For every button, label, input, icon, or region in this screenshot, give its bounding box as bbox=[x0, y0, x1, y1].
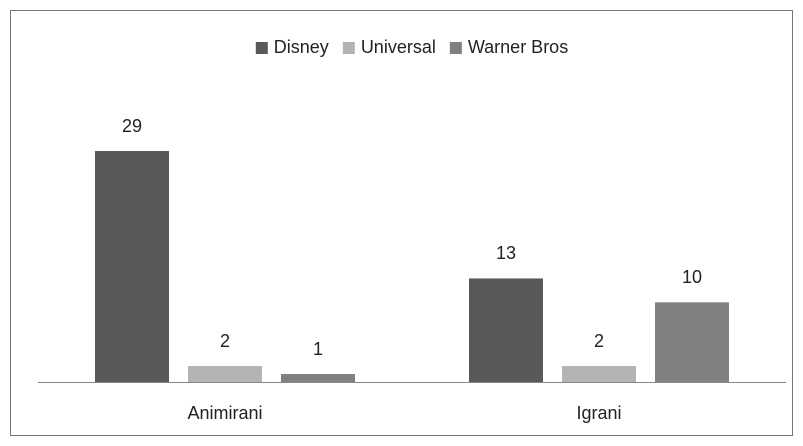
data-label: 1 bbox=[313, 339, 323, 359]
legend-swatch bbox=[449, 42, 462, 54]
data-label: 10 bbox=[682, 267, 702, 287]
data-label: 13 bbox=[496, 243, 516, 263]
legend-label: Universal bbox=[361, 37, 436, 57]
x-tick-label: Animirani bbox=[187, 403, 262, 423]
x-tick-label: Igrani bbox=[576, 403, 621, 423]
bar bbox=[188, 366, 262, 382]
bar bbox=[281, 374, 355, 382]
bar bbox=[95, 151, 169, 382]
legend-swatch bbox=[255, 42, 268, 54]
legend-swatch bbox=[342, 42, 355, 54]
bar bbox=[562, 366, 636, 382]
legend-label: Warner Bros bbox=[468, 37, 568, 57]
bar bbox=[655, 302, 729, 382]
bar bbox=[469, 278, 543, 382]
data-label: 2 bbox=[594, 331, 604, 351]
data-label: 2 bbox=[220, 331, 230, 351]
legend-label: Disney bbox=[274, 37, 329, 57]
data-label: 29 bbox=[122, 116, 142, 136]
